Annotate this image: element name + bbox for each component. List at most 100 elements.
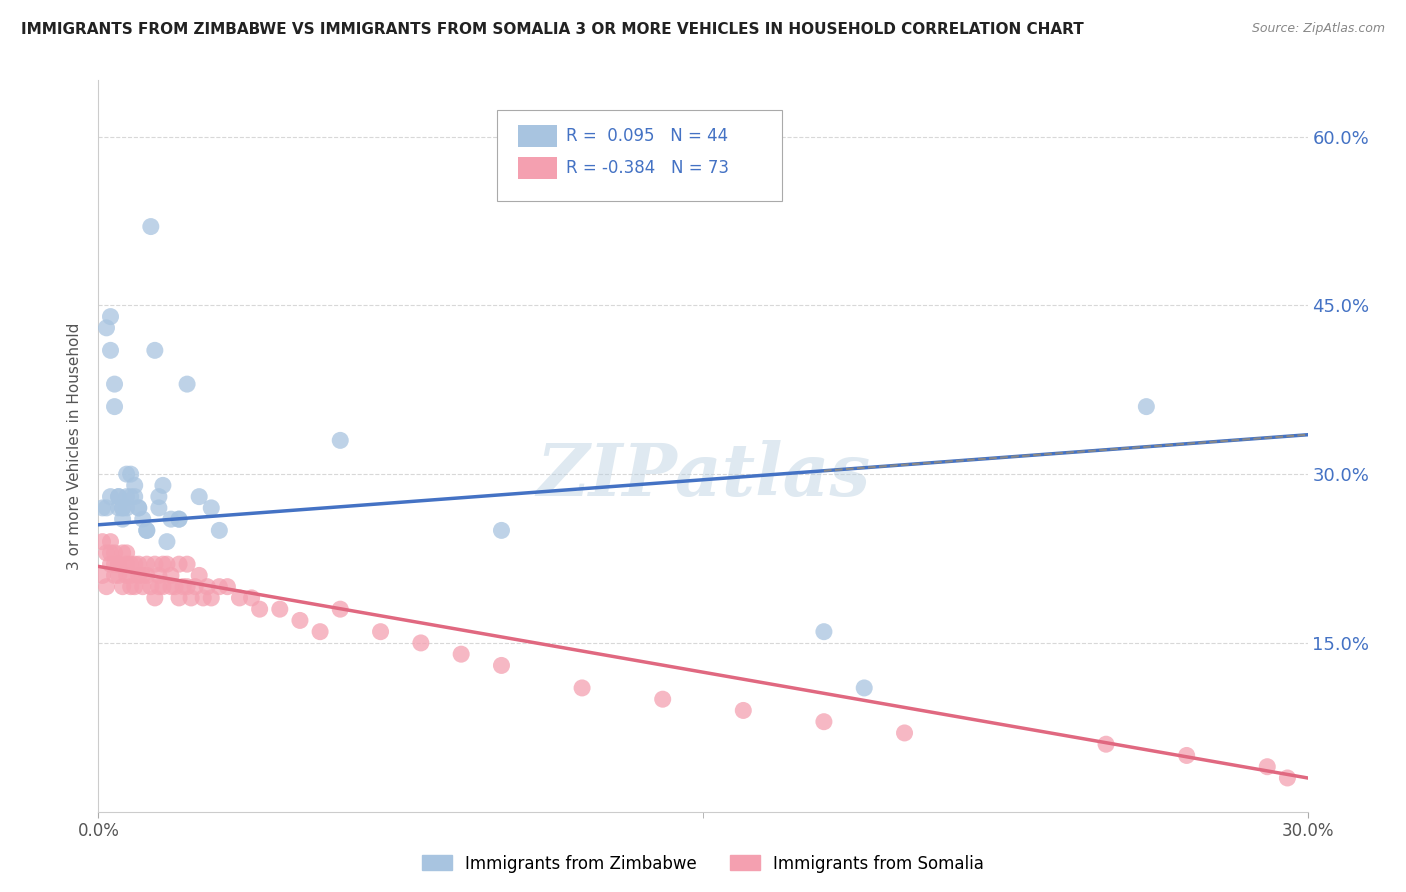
Point bbox=[128, 500, 150, 515]
Point bbox=[115, 490, 138, 504]
Point bbox=[1256, 760, 1278, 774]
Point bbox=[217, 580, 239, 594]
Point bbox=[111, 500, 134, 515]
Point bbox=[103, 400, 125, 414]
Point bbox=[309, 624, 332, 639]
Point bbox=[107, 500, 129, 515]
Point bbox=[132, 568, 155, 582]
Point bbox=[115, 568, 138, 582]
Point bbox=[96, 321, 118, 335]
Point bbox=[167, 512, 190, 526]
Point bbox=[96, 546, 118, 560]
Point bbox=[115, 557, 138, 571]
Point bbox=[188, 568, 211, 582]
Point bbox=[200, 500, 222, 515]
Point bbox=[180, 591, 202, 605]
Point bbox=[1135, 400, 1157, 414]
Point bbox=[143, 557, 166, 571]
Point bbox=[115, 500, 138, 515]
Point bbox=[167, 591, 190, 605]
Point bbox=[370, 624, 392, 639]
Point bbox=[135, 524, 157, 538]
Point bbox=[813, 624, 835, 639]
Point bbox=[124, 478, 146, 492]
Point bbox=[100, 546, 122, 560]
Text: ZIPatlas: ZIPatlas bbox=[536, 440, 870, 511]
Point bbox=[124, 557, 146, 571]
Point bbox=[208, 580, 231, 594]
Point bbox=[571, 681, 593, 695]
Point bbox=[409, 636, 432, 650]
Point bbox=[135, 524, 157, 538]
FancyBboxPatch shape bbox=[517, 157, 557, 179]
Point bbox=[107, 490, 129, 504]
Y-axis label: 3 or more Vehicles in Household: 3 or more Vehicles in Household bbox=[67, 322, 83, 570]
Point bbox=[124, 490, 146, 504]
Point bbox=[491, 524, 513, 538]
Point bbox=[200, 591, 222, 605]
Point bbox=[91, 568, 114, 582]
Point bbox=[160, 580, 183, 594]
Point bbox=[103, 557, 125, 571]
Text: R =  0.095   N = 44: R = 0.095 N = 44 bbox=[567, 127, 728, 145]
Point bbox=[120, 580, 142, 594]
Point bbox=[120, 490, 142, 504]
Point bbox=[152, 478, 174, 492]
Point bbox=[111, 546, 134, 560]
Point bbox=[193, 591, 215, 605]
Point bbox=[139, 219, 162, 234]
Point bbox=[813, 714, 835, 729]
Point bbox=[111, 580, 134, 594]
Point bbox=[135, 557, 157, 571]
Point bbox=[148, 580, 170, 594]
Point bbox=[115, 467, 138, 482]
Point bbox=[228, 591, 250, 605]
Point bbox=[143, 591, 166, 605]
Point bbox=[152, 580, 174, 594]
Point bbox=[160, 512, 183, 526]
Point bbox=[853, 681, 876, 695]
Point bbox=[111, 512, 134, 526]
Point bbox=[107, 568, 129, 582]
Point bbox=[184, 580, 207, 594]
Point bbox=[240, 591, 263, 605]
Point bbox=[491, 658, 513, 673]
Point bbox=[167, 512, 190, 526]
Point bbox=[139, 580, 162, 594]
Point bbox=[249, 602, 271, 616]
FancyBboxPatch shape bbox=[498, 110, 782, 201]
Point bbox=[120, 568, 142, 582]
Point bbox=[176, 580, 198, 594]
Point bbox=[152, 557, 174, 571]
Point bbox=[100, 534, 122, 549]
Point bbox=[135, 568, 157, 582]
Text: Source: ZipAtlas.com: Source: ZipAtlas.com bbox=[1251, 22, 1385, 36]
Point bbox=[96, 580, 118, 594]
Point bbox=[132, 512, 155, 526]
Point bbox=[143, 343, 166, 358]
Point bbox=[100, 310, 122, 324]
Text: R = -0.384   N = 73: R = -0.384 N = 73 bbox=[567, 159, 730, 177]
Point bbox=[329, 602, 352, 616]
Point bbox=[107, 490, 129, 504]
Point bbox=[100, 343, 122, 358]
Point bbox=[107, 557, 129, 571]
Point bbox=[176, 557, 198, 571]
Point bbox=[288, 614, 311, 628]
Point bbox=[103, 377, 125, 392]
Point bbox=[107, 557, 129, 571]
FancyBboxPatch shape bbox=[517, 125, 557, 147]
Point bbox=[208, 524, 231, 538]
Point bbox=[120, 467, 142, 482]
Point bbox=[120, 557, 142, 571]
Point bbox=[103, 546, 125, 560]
Point bbox=[167, 557, 190, 571]
Point bbox=[329, 434, 352, 448]
Point bbox=[651, 692, 673, 706]
Point bbox=[893, 726, 915, 740]
Point bbox=[124, 580, 146, 594]
Point bbox=[91, 500, 114, 515]
Point bbox=[1175, 748, 1198, 763]
Point bbox=[100, 557, 122, 571]
Point bbox=[91, 534, 114, 549]
